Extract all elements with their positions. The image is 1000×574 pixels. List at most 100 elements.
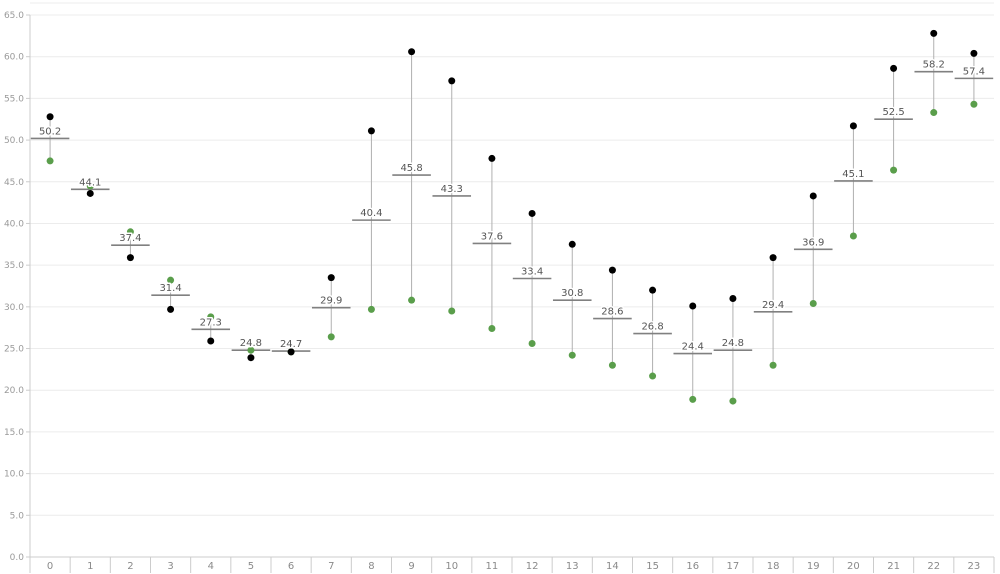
average-label: 37.6	[481, 231, 503, 242]
average-label: 36.9	[802, 237, 824, 248]
y-tick-label: 45.0	[4, 178, 24, 188]
average-label-halo: 40.4	[360, 208, 382, 219]
average-label: 29.9	[320, 296, 342, 307]
average-label-halo: 44.1	[79, 177, 101, 188]
average-label-halo: 43.3	[441, 184, 463, 195]
black-point	[167, 305, 175, 313]
average-label: 24.4	[682, 342, 704, 353]
green-point	[649, 372, 657, 380]
y-tick-label: 65.0	[4, 11, 24, 21]
black-point	[568, 240, 576, 248]
average-label: 37.4	[119, 233, 141, 244]
range-lines	[49, 33, 975, 402]
green-point	[126, 228, 134, 236]
x-tick-label: 10	[445, 561, 458, 572]
black-point	[849, 122, 857, 130]
x-tick-label: 20	[847, 561, 860, 572]
average-label: 24.7	[280, 339, 302, 350]
black-point	[408, 48, 416, 56]
black-point	[247, 354, 255, 362]
average-label-halo: 24.7	[280, 339, 302, 350]
green-point	[608, 361, 616, 369]
x-tick-label: 16	[686, 561, 699, 572]
y-tick-label: 5.0	[10, 511, 25, 521]
green-point	[367, 305, 375, 313]
x-tick-label: 0	[47, 561, 53, 572]
x-tick-label: 23	[968, 561, 981, 572]
average-label: 50.2	[39, 126, 61, 137]
black-point	[367, 127, 375, 135]
green-point	[809, 300, 817, 308]
green-point	[46, 157, 54, 165]
y-tick-label: 10.0	[4, 470, 24, 480]
x-tick-label: 14	[606, 561, 619, 572]
black-point	[689, 302, 697, 310]
black-point	[970, 49, 978, 57]
average-label-halo: 57.4	[963, 66, 985, 77]
y-tick-label: 0.0	[10, 553, 25, 563]
average-label: 52.5	[882, 107, 904, 118]
average-label-halo: 31.4	[159, 283, 181, 294]
average-label: 43.3	[441, 184, 463, 195]
black-point	[327, 274, 335, 282]
green-point	[689, 395, 697, 403]
average-label-halo: 33.4	[521, 266, 543, 277]
green-point	[568, 351, 576, 359]
y-axis: 0.0 5.0 10.0 15.0 20.0 25.0 30.0 35.0 40.0 45.0 50…	[4, 11, 31, 563]
average-label-halo: 36.9	[802, 237, 824, 248]
average-label: 30.8	[561, 288, 583, 299]
average-label-halo: 30.8	[561, 288, 583, 299]
average-label: 26.8	[641, 322, 663, 333]
black-point	[488, 154, 496, 162]
x-tick-label: 9	[408, 561, 414, 572]
average-label: 44.1	[79, 177, 101, 188]
average-label: 58.2	[923, 60, 945, 71]
green-point	[729, 397, 737, 405]
average-labels: 50.250.244.144.137.437.431.431.427.327.3…	[37, 58, 986, 354]
average-label-halo: 50.2	[39, 126, 61, 137]
average-label: 45.8	[400, 163, 422, 174]
black-point	[890, 64, 898, 72]
average-label-halo: 45.8	[400, 163, 422, 174]
green-point	[970, 100, 978, 108]
average-label-halo: 24.8	[722, 338, 744, 349]
average-label-halo: 24.4	[682, 342, 704, 353]
black-point	[287, 348, 295, 356]
x-tick-label: 5	[248, 561, 254, 572]
average-label-halo: 29.4	[762, 300, 784, 311]
y-tick-label: 20.0	[4, 386, 24, 396]
y-tick-label: 50.0	[4, 136, 24, 146]
green-point	[167, 276, 175, 284]
average-label-halo: 27.3	[200, 317, 222, 328]
x-tick-label: 19	[807, 561, 820, 572]
average-label: 40.4	[360, 208, 382, 219]
average-label: 24.8	[240, 338, 262, 349]
black-point	[608, 266, 616, 274]
average-label: 24.8	[722, 338, 744, 349]
x-tick-label: 6	[288, 561, 294, 572]
green-point	[488, 325, 496, 333]
black-point	[207, 337, 215, 345]
y-tick-label: 55.0	[4, 94, 24, 104]
average-label: 33.4	[521, 266, 543, 277]
green-point	[890, 166, 898, 174]
black-point	[46, 113, 54, 121]
green-point	[86, 182, 94, 190]
green-point	[448, 307, 456, 315]
black-point	[649, 286, 657, 294]
x-tick-label: 18	[767, 561, 780, 572]
average-label-halo: 29.9	[320, 296, 342, 307]
y-tick-label: 15.0	[4, 428, 24, 438]
grid-lines	[30, 2, 994, 516]
x-tick-label: 8	[368, 561, 374, 572]
black-point	[729, 295, 737, 303]
x-tick-label: 7	[328, 561, 334, 572]
green-point	[408, 296, 416, 304]
average-label-halo: 24.8	[240, 338, 262, 349]
green-point	[207, 313, 215, 321]
x-tick-label: 22	[927, 561, 940, 572]
x-axis: 0 1 2 3 4 5 6 7 8 9 10 11 12 13 14 15 16 17 18 19 20 21 22 23	[29, 556, 995, 573]
y-tick-label: 25.0	[4, 345, 24, 355]
green-point	[849, 232, 857, 240]
